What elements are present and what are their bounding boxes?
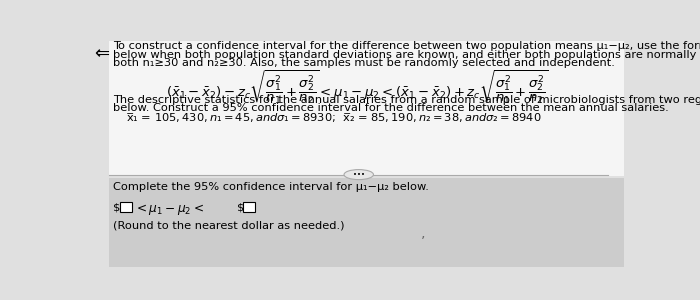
- Text: ’: ’: [421, 235, 425, 249]
- Text: below when both population standard deviations are known, and either both popula: below when both population standard devi…: [113, 50, 700, 60]
- Text: Complete the 95% confidence interval for μ₁−μ₂ below.: Complete the 95% confidence interval for…: [113, 182, 429, 192]
- Text: below. Construct a 95% confidence interval for the difference between the mean a: below. Construct a 95% confidence interv…: [113, 103, 668, 113]
- Text: (Round to the nearest dollar as needed.): (Round to the nearest dollar as needed.): [113, 220, 344, 230]
- Text: $: $: [113, 202, 120, 212]
- Ellipse shape: [344, 169, 374, 180]
- Text: ⇐: ⇐: [94, 45, 108, 63]
- Text: $: $: [237, 202, 244, 212]
- Text: •••: •••: [353, 172, 365, 178]
- FancyBboxPatch shape: [109, 178, 624, 267]
- Text: both n₁≥30 and n₂≥30. Also, the samples must be randomly selected and independen: both n₁≥30 and n₂≥30. Also, the samples …: [113, 58, 615, 68]
- Text: The descriptive statistics for the annual salaries from a random sample of micro: The descriptive statistics for the annua…: [113, 94, 700, 104]
- Text: $<\mu_1-\mu_2<$: $<\mu_1-\mu_2<$: [134, 202, 204, 217]
- Text: x̅₁ = $105,430, n₁ = 45, and σ₁ = $8930;  x̅₂ = $85,190, n₂ = 38, and σ₂ = $8940: x̅₁ = $105,430, n₁ = 45, and σ₁ = $8930;…: [126, 112, 542, 124]
- FancyBboxPatch shape: [109, 41, 624, 176]
- FancyBboxPatch shape: [120, 202, 132, 212]
- Text: To construct a confidence interval for the difference between two population mea: To construct a confidence interval for t…: [113, 41, 700, 51]
- FancyBboxPatch shape: [242, 202, 255, 212]
- Text: $(\bar{x}_1-\bar{x}_2)-z_c\sqrt{\dfrac{\sigma_1^2}{n_1}+\dfrac{\sigma_2^2}{n_2}}: $(\bar{x}_1-\bar{x}_2)-z_c\sqrt{\dfrac{\…: [166, 68, 549, 106]
